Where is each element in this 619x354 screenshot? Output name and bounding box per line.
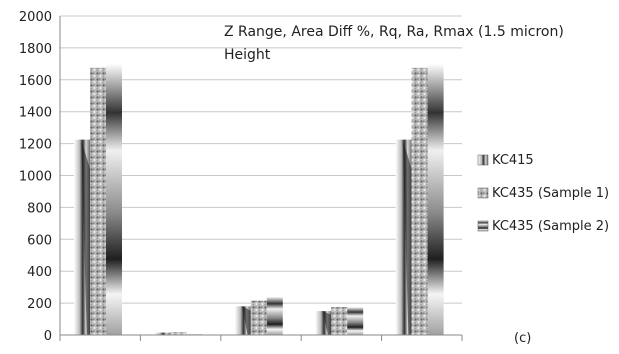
legend-swatch-3 bbox=[477, 220, 489, 232]
bar-2-4 bbox=[331, 307, 348, 335]
y-tick-label: 1400 bbox=[19, 106, 52, 121]
chart-title-line-2: Height bbox=[224, 47, 271, 63]
legend: KC415 KC435 (Sample 1) KC435 (Sample 2) bbox=[477, 153, 609, 234]
bar-3-3 bbox=[266, 296, 283, 335]
bar-shade-3 bbox=[242, 306, 251, 335]
bar-2-1 bbox=[90, 67, 106, 336]
legend-label-1: KC415 bbox=[492, 153, 534, 168]
axes bbox=[59, 16, 463, 341]
gridlines bbox=[60, 15, 462, 304]
y-tick-label: 800 bbox=[27, 201, 52, 216]
chart-title-line-1: Z Range, Area Diff %, Rq, Ra, Rmax (1.5 … bbox=[224, 24, 564, 40]
bar-3-4 bbox=[347, 307, 364, 335]
y-tick-label: 0 bbox=[44, 329, 52, 344]
bar-2-5 bbox=[411, 67, 428, 336]
legend-swatch-2 bbox=[477, 187, 489, 199]
bar-2-2 bbox=[170, 332, 187, 335]
figure-annotation: (c) bbox=[514, 331, 531, 346]
y-tick-label: 200 bbox=[27, 297, 52, 312]
y-tick-label: 1600 bbox=[19, 74, 52, 89]
y-tick-label: 2000 bbox=[19, 10, 52, 25]
y-tick-label: 1000 bbox=[19, 170, 52, 185]
bars bbox=[74, 63, 444, 336]
y-tick-label: 1800 bbox=[19, 42, 52, 57]
bar-shade-4 bbox=[322, 311, 332, 335]
y-tick-label: 400 bbox=[27, 265, 52, 280]
legend-label-2: KC435 (Sample 1) bbox=[492, 186, 609, 201]
bar-3-5 bbox=[427, 63, 444, 335]
bar-shade-1 bbox=[81, 139, 90, 335]
y-axis-ticks: 0 200 400 600 800 1000 1200 1400 1600 1800 2000 bbox=[19, 10, 52, 344]
y-tick-label: 1200 bbox=[19, 138, 52, 153]
bar-shade-5 bbox=[402, 139, 412, 335]
y-tick-label: 600 bbox=[27, 233, 52, 248]
bar-1-2 bbox=[154, 332, 171, 335]
bar-3-1 bbox=[106, 63, 122, 335]
bar-2-3 bbox=[250, 300, 267, 335]
legend-swatch-1 bbox=[477, 154, 489, 166]
legend-label-3: KC435 (Sample 2) bbox=[492, 219, 609, 234]
